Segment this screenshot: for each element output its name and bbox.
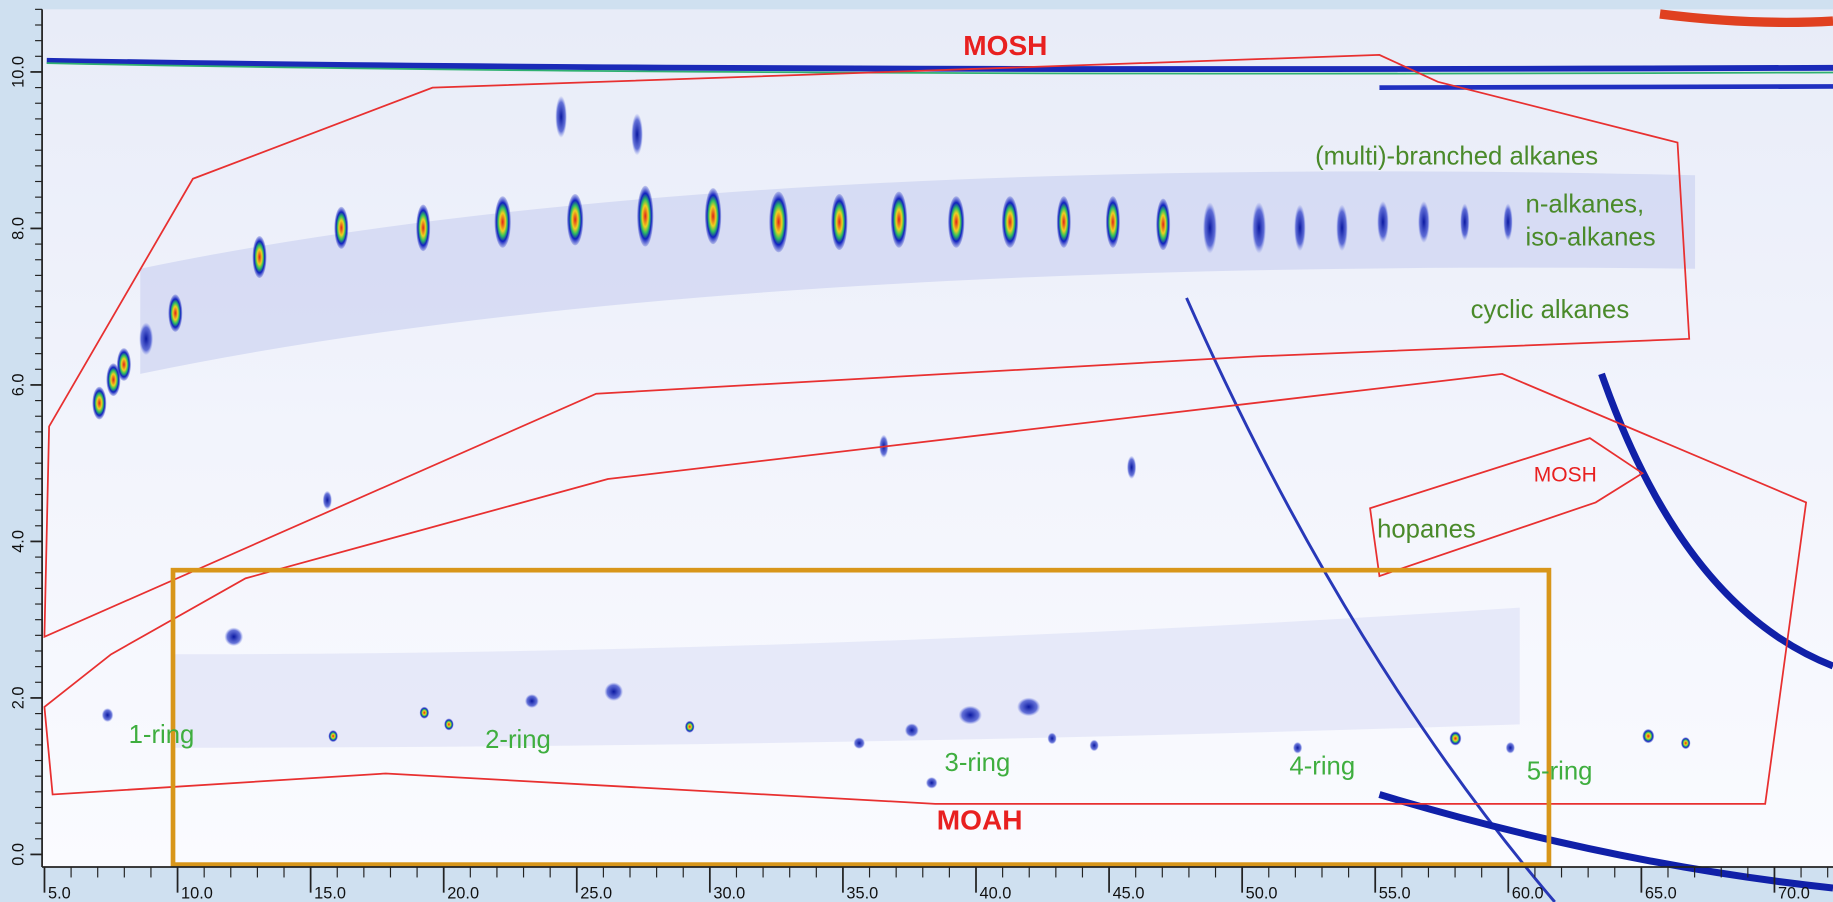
peak: [253, 236, 267, 278]
annotation: MOSH: [963, 30, 1047, 61]
x-tick-label: 40.0: [980, 884, 1012, 902]
annotation: cyclic alkanes: [1471, 296, 1630, 324]
y-tick-label: 0.0: [9, 843, 27, 866]
peak: [92, 387, 106, 420]
x-tick-label: 55.0: [1379, 884, 1411, 902]
chart: MOSH MOAH MOSH (multi)-branched alkanes …: [0, 0, 1833, 902]
peak: [604, 682, 623, 701]
column-bleed: [1379, 86, 1833, 87]
peak: [1294, 204, 1306, 251]
peak: [416, 204, 430, 251]
peak: [1336, 204, 1348, 251]
peak: [685, 721, 694, 733]
peak: [926, 777, 938, 789]
x-tick-label: 50.0: [1246, 884, 1278, 902]
annotation: n-alkanes,: [1526, 191, 1645, 219]
y-tick-label: 10.0: [9, 56, 27, 88]
peak: [769, 192, 788, 253]
annotation: MOAH: [937, 805, 1023, 836]
peak: [420, 707, 429, 719]
peak: [637, 186, 653, 247]
peak: [831, 194, 847, 250]
peak: [1642, 729, 1654, 743]
peak: [328, 730, 337, 742]
annotation: 2-ring: [485, 726, 551, 754]
peak: [891, 192, 907, 248]
peak: [1106, 196, 1120, 247]
annotation: 1-ring: [129, 721, 195, 749]
peak: [444, 719, 453, 731]
peak: [1156, 199, 1170, 250]
peak: [631, 113, 643, 155]
annotation: 3-ring: [945, 749, 1011, 777]
annotation: 4-ring: [1289, 753, 1355, 781]
y-tick-label: 2.0: [9, 687, 27, 710]
annotation: MOSH: [1534, 463, 1597, 486]
peak: [224, 627, 243, 646]
y-tick-label: 6.0: [9, 374, 27, 397]
x-tick-label: 15.0: [314, 884, 346, 902]
peak: [139, 322, 153, 355]
y-tick-label: 4.0: [9, 530, 27, 553]
peak: [494, 196, 510, 247]
peak: [1002, 196, 1018, 247]
x-tick-label: 35.0: [846, 884, 878, 902]
peak: [1090, 740, 1099, 752]
peak: [117, 348, 131, 381]
peak: [1252, 202, 1266, 253]
peak: [1377, 201, 1389, 243]
peak: [705, 188, 721, 244]
peak: [959, 706, 982, 725]
peak: [1418, 201, 1430, 243]
peak: [1450, 731, 1462, 745]
peak: [525, 694, 539, 708]
peak: [1503, 203, 1512, 240]
y-tick-label: 8.0: [9, 217, 27, 240]
peak: [1460, 203, 1469, 240]
peak: [853, 737, 865, 749]
x-tick-label: 25.0: [580, 884, 612, 902]
x-tick-label: 60.0: [1512, 884, 1544, 902]
x-tick-label: 5.0: [48, 884, 71, 902]
x-tick-label: 10.0: [181, 884, 213, 902]
x-tick-label: 20.0: [447, 884, 479, 902]
peak: [1127, 456, 1136, 479]
annotation: 5-ring: [1527, 757, 1593, 785]
peak: [1506, 742, 1515, 754]
peak: [1017, 698, 1040, 717]
peak: [905, 723, 919, 737]
x-tick-label: 45.0: [1113, 884, 1145, 902]
peak: [948, 196, 964, 247]
peak: [1057, 196, 1071, 247]
annotation: (multi)-branched alkanes: [1315, 143, 1598, 171]
peak: [555, 96, 567, 138]
x-tick-label: 70.0: [1778, 884, 1810, 902]
annotation: iso-alkanes: [1526, 223, 1656, 251]
peak: [567, 194, 583, 245]
peak: [334, 207, 348, 249]
peak: [102, 708, 114, 722]
page: MOSH MOAH MOSH (multi)-branched alkanes …: [0, 0, 1833, 902]
peak: [1047, 733, 1056, 745]
x-tick-label: 30.0: [713, 884, 745, 902]
peak: [168, 294, 182, 331]
peak: [1681, 737, 1690, 749]
x-tick-label: 65.0: [1645, 884, 1677, 902]
peak: [323, 491, 332, 510]
peak: [1203, 202, 1217, 253]
annotation: hopanes: [1377, 515, 1476, 543]
